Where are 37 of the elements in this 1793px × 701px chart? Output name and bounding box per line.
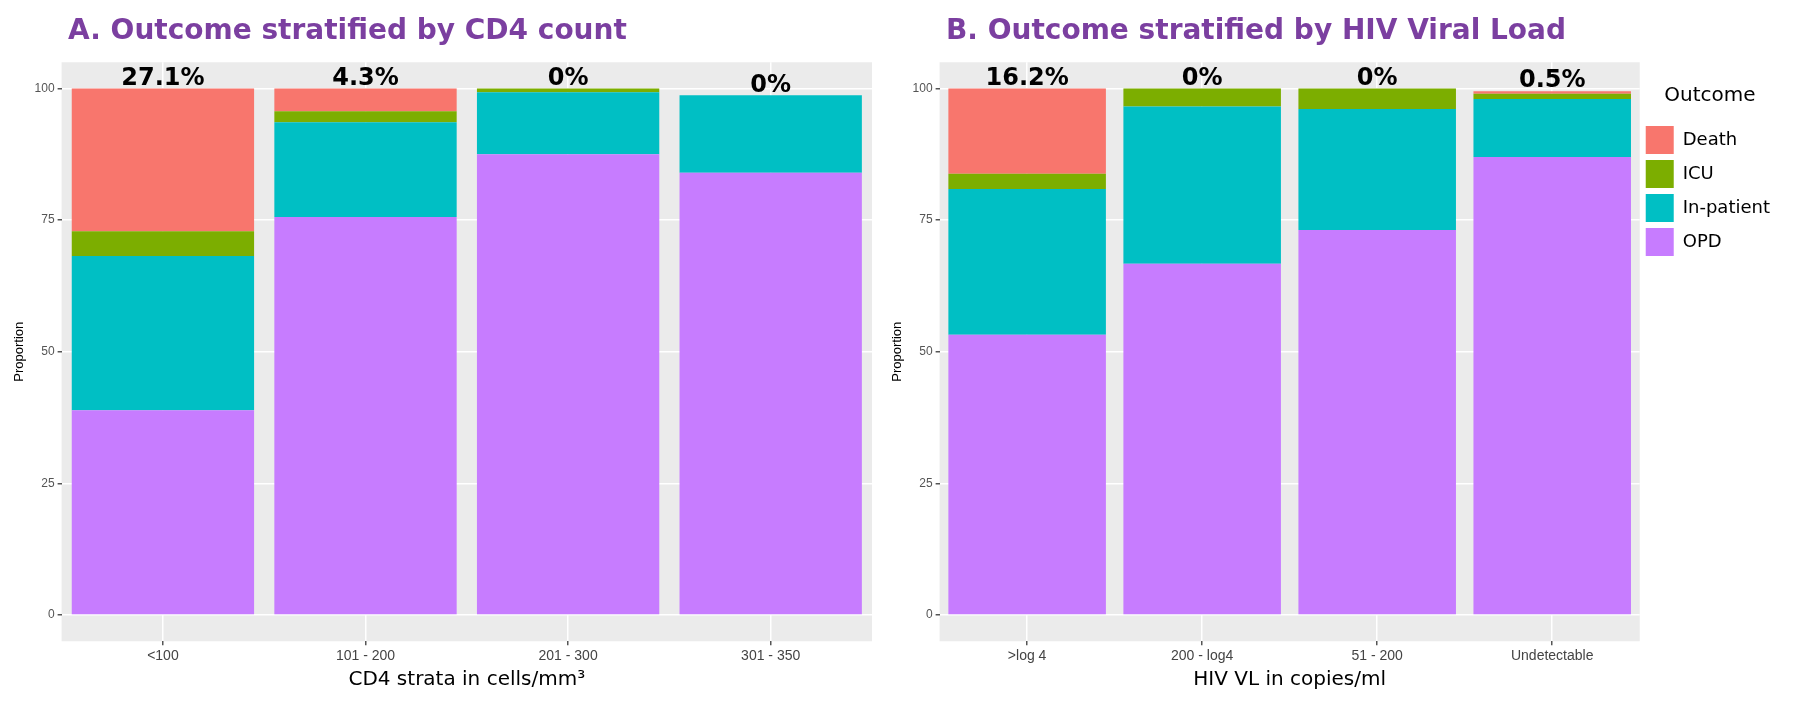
legend-label: OPD: [1682, 229, 1722, 251]
data-label: 0%: [1181, 62, 1223, 91]
x-tick-label: 301 - 350: [741, 647, 801, 664]
y-tick-label: 100: [34, 80, 55, 95]
data-label: 0%: [547, 62, 589, 91]
legend-label: ICU: [1682, 161, 1714, 183]
y-tick-label: 75: [41, 212, 55, 227]
data-label: 0%: [1356, 62, 1398, 91]
x-axis-title: CD4 strata in cells/mm³: [348, 666, 586, 691]
x-tick-label: 51 - 200: [1351, 647, 1404, 664]
y-tick-label: 50: [41, 344, 55, 359]
y-tick-label: 75: [919, 212, 933, 227]
chart-title: B. Outcome stratified by HIV Viral Load: [945, 12, 1568, 48]
y-axis-title: Proportion: [889, 321, 905, 382]
data-label: 4.3%: [332, 62, 399, 91]
data-label: 0.5%: [1518, 65, 1586, 94]
data-label: 0%: [750, 69, 792, 98]
x-axis-title: HIV VL in copies/ml: [1193, 666, 1387, 691]
legend-label: In-patient: [1682, 195, 1771, 217]
x-tick-label: Undetectable: [1510, 647, 1594, 664]
chart-title: A. Outcome stratified by CD4 count: [67, 12, 628, 48]
legend-label: Death: [1682, 127, 1738, 149]
y-axis-title: Proportion: [11, 321, 27, 382]
y-tick-label: 50: [919, 344, 933, 359]
y-tick-label: 100: [912, 80, 933, 95]
x-tick-label: 101 - 200: [335, 647, 396, 664]
x-tick-label: >log 4: [1007, 647, 1047, 664]
y-tick-label: 0: [47, 607, 55, 622]
x-tick-label: <100: [147, 647, 179, 664]
y-tick-label: 25: [41, 475, 55, 490]
x-tick-label: 201 - 300: [538, 647, 598, 664]
data-label: 27.1%: [121, 62, 205, 91]
y-tick-label: 0: [925, 607, 933, 622]
x-tick-label: 200 - log4: [1171, 647, 1234, 664]
y-tick-label: 25: [919, 475, 933, 490]
legend-title: Outcome: [1664, 82, 1756, 107]
data-label: 16.2%: [985, 62, 1069, 91]
